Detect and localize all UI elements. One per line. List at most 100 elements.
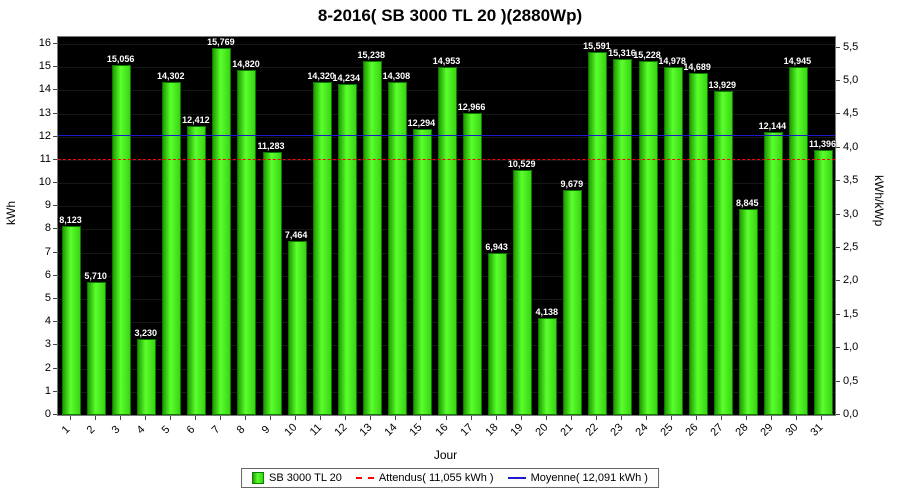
bar-value-label: 15,228 (633, 49, 661, 60)
bar-value-label: 7,464 (284, 229, 308, 240)
x-tick-label: 3 (109, 423, 123, 437)
x-tickmark (696, 416, 698, 420)
y-tick-label: 0 (44, 408, 51, 420)
y2-axis-title: kWh/kWp (872, 175, 886, 227)
x-tick-label: 15 (407, 421, 425, 439)
x-tickmark (620, 416, 622, 420)
y-tick-label: 9 (44, 199, 51, 212)
x-tickmark (244, 416, 246, 420)
x-tickmark (295, 416, 297, 420)
right-tickmark (836, 380, 840, 382)
bar (262, 152, 282, 415)
legend-attendus-label: Attendus( 11,055 kWh ) (378, 472, 494, 484)
x-tickmark (345, 416, 347, 420)
y2-tick-label: 4,5 (843, 107, 859, 120)
bar-value-label: 14,945 (783, 56, 812, 67)
x-tickmark (821, 416, 823, 420)
bar-value-label: 15,316 (608, 47, 636, 58)
x-tickmark (495, 416, 497, 420)
x-tick-label: 30 (783, 421, 801, 439)
bar (588, 52, 608, 415)
y2-tick-label: 1,0 (843, 341, 859, 354)
x-tick-label: 19 (508, 421, 526, 439)
right-tickmark (836, 247, 840, 249)
x-tick-label: 28 (733, 421, 751, 439)
right-tickmark (836, 280, 840, 282)
legend-item-moyenne: Moyenne( 12,091 kWh ) (507, 472, 648, 484)
reference-line-moyenne (58, 134, 835, 136)
bar (463, 113, 483, 415)
bar (763, 132, 783, 415)
x-tick-label: 24 (633, 421, 651, 439)
x-tickmark (646, 416, 648, 420)
plot-area: 8,123 5,710 15,056 3,230 14,302 12,412 15,769 1… (57, 36, 836, 416)
x-tickmark (746, 416, 748, 420)
bar (362, 60, 382, 415)
x-tick-label: 1 (59, 423, 72, 437)
x-tick-label: 5 (159, 423, 173, 437)
x-tickmark (119, 416, 121, 420)
right-tickmark (836, 414, 840, 415)
bar (788, 67, 808, 415)
y-tick-label: 13 (38, 106, 51, 119)
bar-value-label: 13,929 (708, 79, 736, 90)
x-tickmark (219, 416, 221, 420)
x-tickmark (270, 416, 272, 420)
x-tick-label: 25 (658, 421, 676, 439)
bar (312, 81, 332, 415)
chart-title: 8-2016( SB 3000 TL 20 )(2880Wp) (317, 6, 583, 25)
x-tick-label: 16 (432, 421, 451, 439)
x-tick-label: 4 (134, 423, 148, 437)
bar (538, 318, 558, 415)
x-tick-label: 26 (683, 421, 701, 439)
bar (387, 82, 407, 415)
bar (438, 67, 457, 415)
x-tick-label: 7 (209, 423, 223, 437)
right-tickmark (836, 180, 840, 182)
y2-tick-label: 3,0 (843, 207, 859, 220)
y-tick-label: 12 (38, 129, 51, 142)
x-tick-label: 27 (708, 421, 726, 439)
bar-value-label: 5,710 (84, 270, 107, 281)
bar (112, 64, 132, 415)
bar (713, 90, 733, 415)
legend-moyenne-label: Moyenne( 12,091 kWh ) (530, 472, 648, 484)
y-tick-label: 4 (44, 315, 51, 328)
x-tick-label: 9 (259, 423, 273, 437)
x-tickmark (570, 416, 572, 420)
bar (663, 66, 683, 415)
reference-line-attendus (58, 158, 835, 160)
x-tick-label: 23 (608, 421, 626, 439)
x-tickmark (721, 416, 723, 420)
bar-value-label: 14,234 (332, 72, 360, 83)
bar (237, 70, 257, 415)
right-tickmark (836, 80, 840, 82)
y-tick-label: 11 (39, 152, 51, 165)
legend-series-label: SB 3000 TL 20 (269, 472, 342, 484)
right-tickmark (836, 46, 840, 48)
x-tick-label: 12 (332, 421, 350, 439)
y2-tick-label: 0,5 (843, 374, 859, 387)
x-tickmark (520, 416, 522, 420)
x-tick-label: 17 (457, 421, 476, 439)
x-tickmark (445, 416, 447, 420)
x-tickmark (420, 416, 422, 420)
bar-value-label: 15,591 (583, 41, 611, 52)
bar-value-label: 14,302 (157, 71, 185, 82)
bar-value-label: 12,412 (182, 115, 210, 126)
bar-value-label: 3,230 (134, 328, 157, 339)
x-tickmark (69, 416, 71, 420)
x-tickmark (194, 416, 196, 420)
right-tickmark (836, 113, 840, 115)
y2-tick-label: 4,0 (843, 140, 859, 153)
x-tick-label: 31 (808, 421, 827, 439)
bar (187, 126, 207, 415)
legend: SB 3000 TL 20 Attendus( 11,055 kWh ) Moy… (241, 468, 659, 488)
x-axis-title: Jour (433, 448, 458, 462)
y2-tick-label: 5,0 (843, 74, 859, 87)
y2-tick-label: 5,5 (843, 40, 859, 53)
x-tick-label: 21 (558, 421, 576, 439)
bar (813, 149, 833, 415)
gridline (58, 43, 835, 45)
x-tickmark (671, 416, 673, 420)
